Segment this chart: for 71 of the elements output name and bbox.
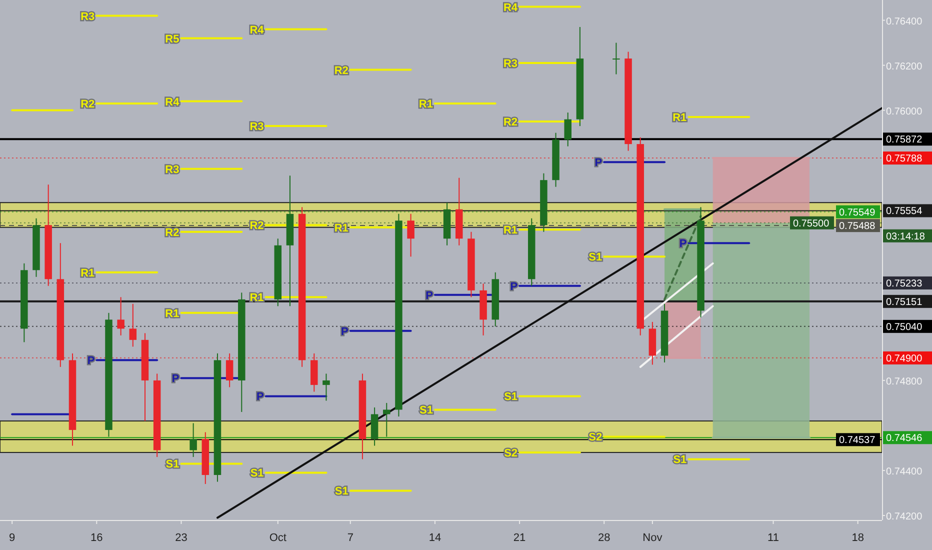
x-tick-label: 28: [598, 532, 610, 544]
x-tick-label: 21: [513, 532, 526, 544]
candlestick: [190, 422, 197, 458]
ref-line-label: 0.74900: [886, 353, 923, 364]
ref-line-label: 0.75040: [886, 322, 923, 333]
ref-line-label: 0.75488: [839, 221, 876, 232]
annotation: S1: [588, 252, 602, 264]
annotation: R4: [250, 24, 265, 36]
annotation: S1: [673, 454, 687, 466]
ref-line-label: 0.75872: [886, 134, 923, 146]
candlestick: [564, 112, 572, 147]
y-tick-label: 0.74800: [886, 376, 923, 388]
x-tick-label: 16: [90, 532, 103, 544]
y-tick-label: 0.76000: [886, 106, 923, 118]
annotation: R3: [80, 10, 95, 23]
ref-line-label: 0.74537: [839, 435, 876, 446]
ref-line-label: 0.75233: [886, 278, 923, 290]
annotation: P: [341, 326, 348, 338]
annotation: P: [679, 238, 687, 250]
candlestick: [383, 402, 390, 438]
candlestick: [117, 296, 124, 336]
annotation: P: [594, 157, 602, 170]
candlestick: [226, 352, 234, 388]
x-tick-label: 18: [852, 532, 864, 544]
annotation: R4: [503, 2, 518, 14]
y-tick-label: 0.74200: [886, 512, 923, 522]
annotation: S1: [419, 404, 433, 417]
y-tick-label: 0.76200: [886, 61, 923, 72]
annotation: R2: [334, 64, 348, 77]
annotation: R1: [80, 267, 95, 280]
annotation: R3: [165, 164, 180, 176]
ref-line-label: 0.75549: [839, 207, 876, 218]
candlestick: [407, 213, 414, 258]
annotation: R4: [165, 96, 180, 108]
annotation: P: [87, 355, 95, 368]
annotation: R2: [503, 116, 518, 129]
annotation: R3: [250, 121, 264, 134]
x-tick-label: 23: [175, 532, 188, 544]
annotation: P: [510, 280, 518, 293]
annotation: P: [426, 290, 433, 302]
ref-line-label: 0.75788: [886, 154, 923, 165]
x-tick-label: Oct: [269, 532, 286, 544]
ref-line-label: 0.75151: [886, 296, 923, 308]
y-tick-label: 0.74400: [886, 466, 923, 478]
x-tick-label: 14: [428, 532, 442, 544]
x-tick-label: Nov: [642, 532, 663, 544]
annotation: S1: [250, 468, 264, 480]
annotation: R3: [503, 58, 518, 70]
annotation: R5: [165, 33, 180, 46]
candlestick: [129, 303, 137, 348]
annotation: P: [172, 373, 180, 386]
annotation: R1: [165, 308, 180, 320]
annotation: R1: [672, 112, 687, 124]
ref-line-label: 0.75554: [886, 206, 923, 218]
annotation: R1: [503, 224, 518, 237]
x-tick-label: 9: [9, 532, 16, 544]
annotation: R2: [165, 226, 180, 239]
candlestick: [612, 42, 620, 75]
annotation: S1: [334, 486, 348, 498]
annotation: R1: [418, 98, 433, 111]
x-tick-label: 11: [768, 532, 779, 544]
annotation: S1: [166, 458, 180, 471]
ref-line-label: 0.75500: [793, 218, 830, 230]
annotation: R2: [80, 98, 95, 111]
annotation: S1: [504, 391, 518, 404]
ref-line-label: 0.74546: [886, 433, 923, 444]
x-tick-label: 7: [347, 532, 354, 544]
annotation: P: [256, 391, 264, 404]
y-tick-label: 0.76400: [886, 16, 923, 28]
candlestick: [322, 373, 330, 402]
text: 03:14:18: [886, 231, 926, 242]
